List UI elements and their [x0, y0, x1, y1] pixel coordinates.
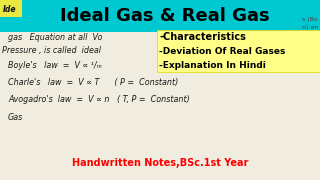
Text: -Deviation Of Real Gases: -Deviation Of Real Gases — [159, 46, 285, 55]
Text: Ideal Gas & Real Gas: Ideal Gas & Real Gas — [60, 7, 270, 25]
Text: Gas: Gas — [8, 114, 23, 123]
FancyBboxPatch shape — [0, 0, 22, 17]
Text: Charle's   law  =  V ∝ T      ( P =  Constant): Charle's law = V ∝ T ( P = Constant) — [8, 78, 178, 87]
FancyBboxPatch shape — [0, 0, 320, 32]
Text: -Characteristics: -Characteristics — [159, 32, 246, 42]
FancyBboxPatch shape — [157, 30, 320, 72]
Text: Avogadro's  law  =  V ∝ n   ( T, P =  Constant): Avogadro's law = V ∝ n ( T, P = Constant… — [8, 96, 190, 105]
Text: Handwritten Notes,BSc.1st Year: Handwritten Notes,BSc.1st Year — [72, 158, 248, 168]
Text: n) an: n) an — [302, 26, 318, 30]
Text: s (Bo: s (Bo — [302, 17, 318, 21]
Text: -Explanation In Hindi: -Explanation In Hindi — [159, 60, 266, 69]
Text: Pressure , is called  ideal: Pressure , is called ideal — [2, 46, 101, 55]
Text: Ide: Ide — [3, 4, 17, 14]
Text: gas   Equation at all  Vo: gas Equation at all Vo — [8, 33, 102, 42]
Text: Boyle's   law  =  V ∝ ¹/ₘ: Boyle's law = V ∝ ¹/ₘ — [8, 60, 102, 69]
